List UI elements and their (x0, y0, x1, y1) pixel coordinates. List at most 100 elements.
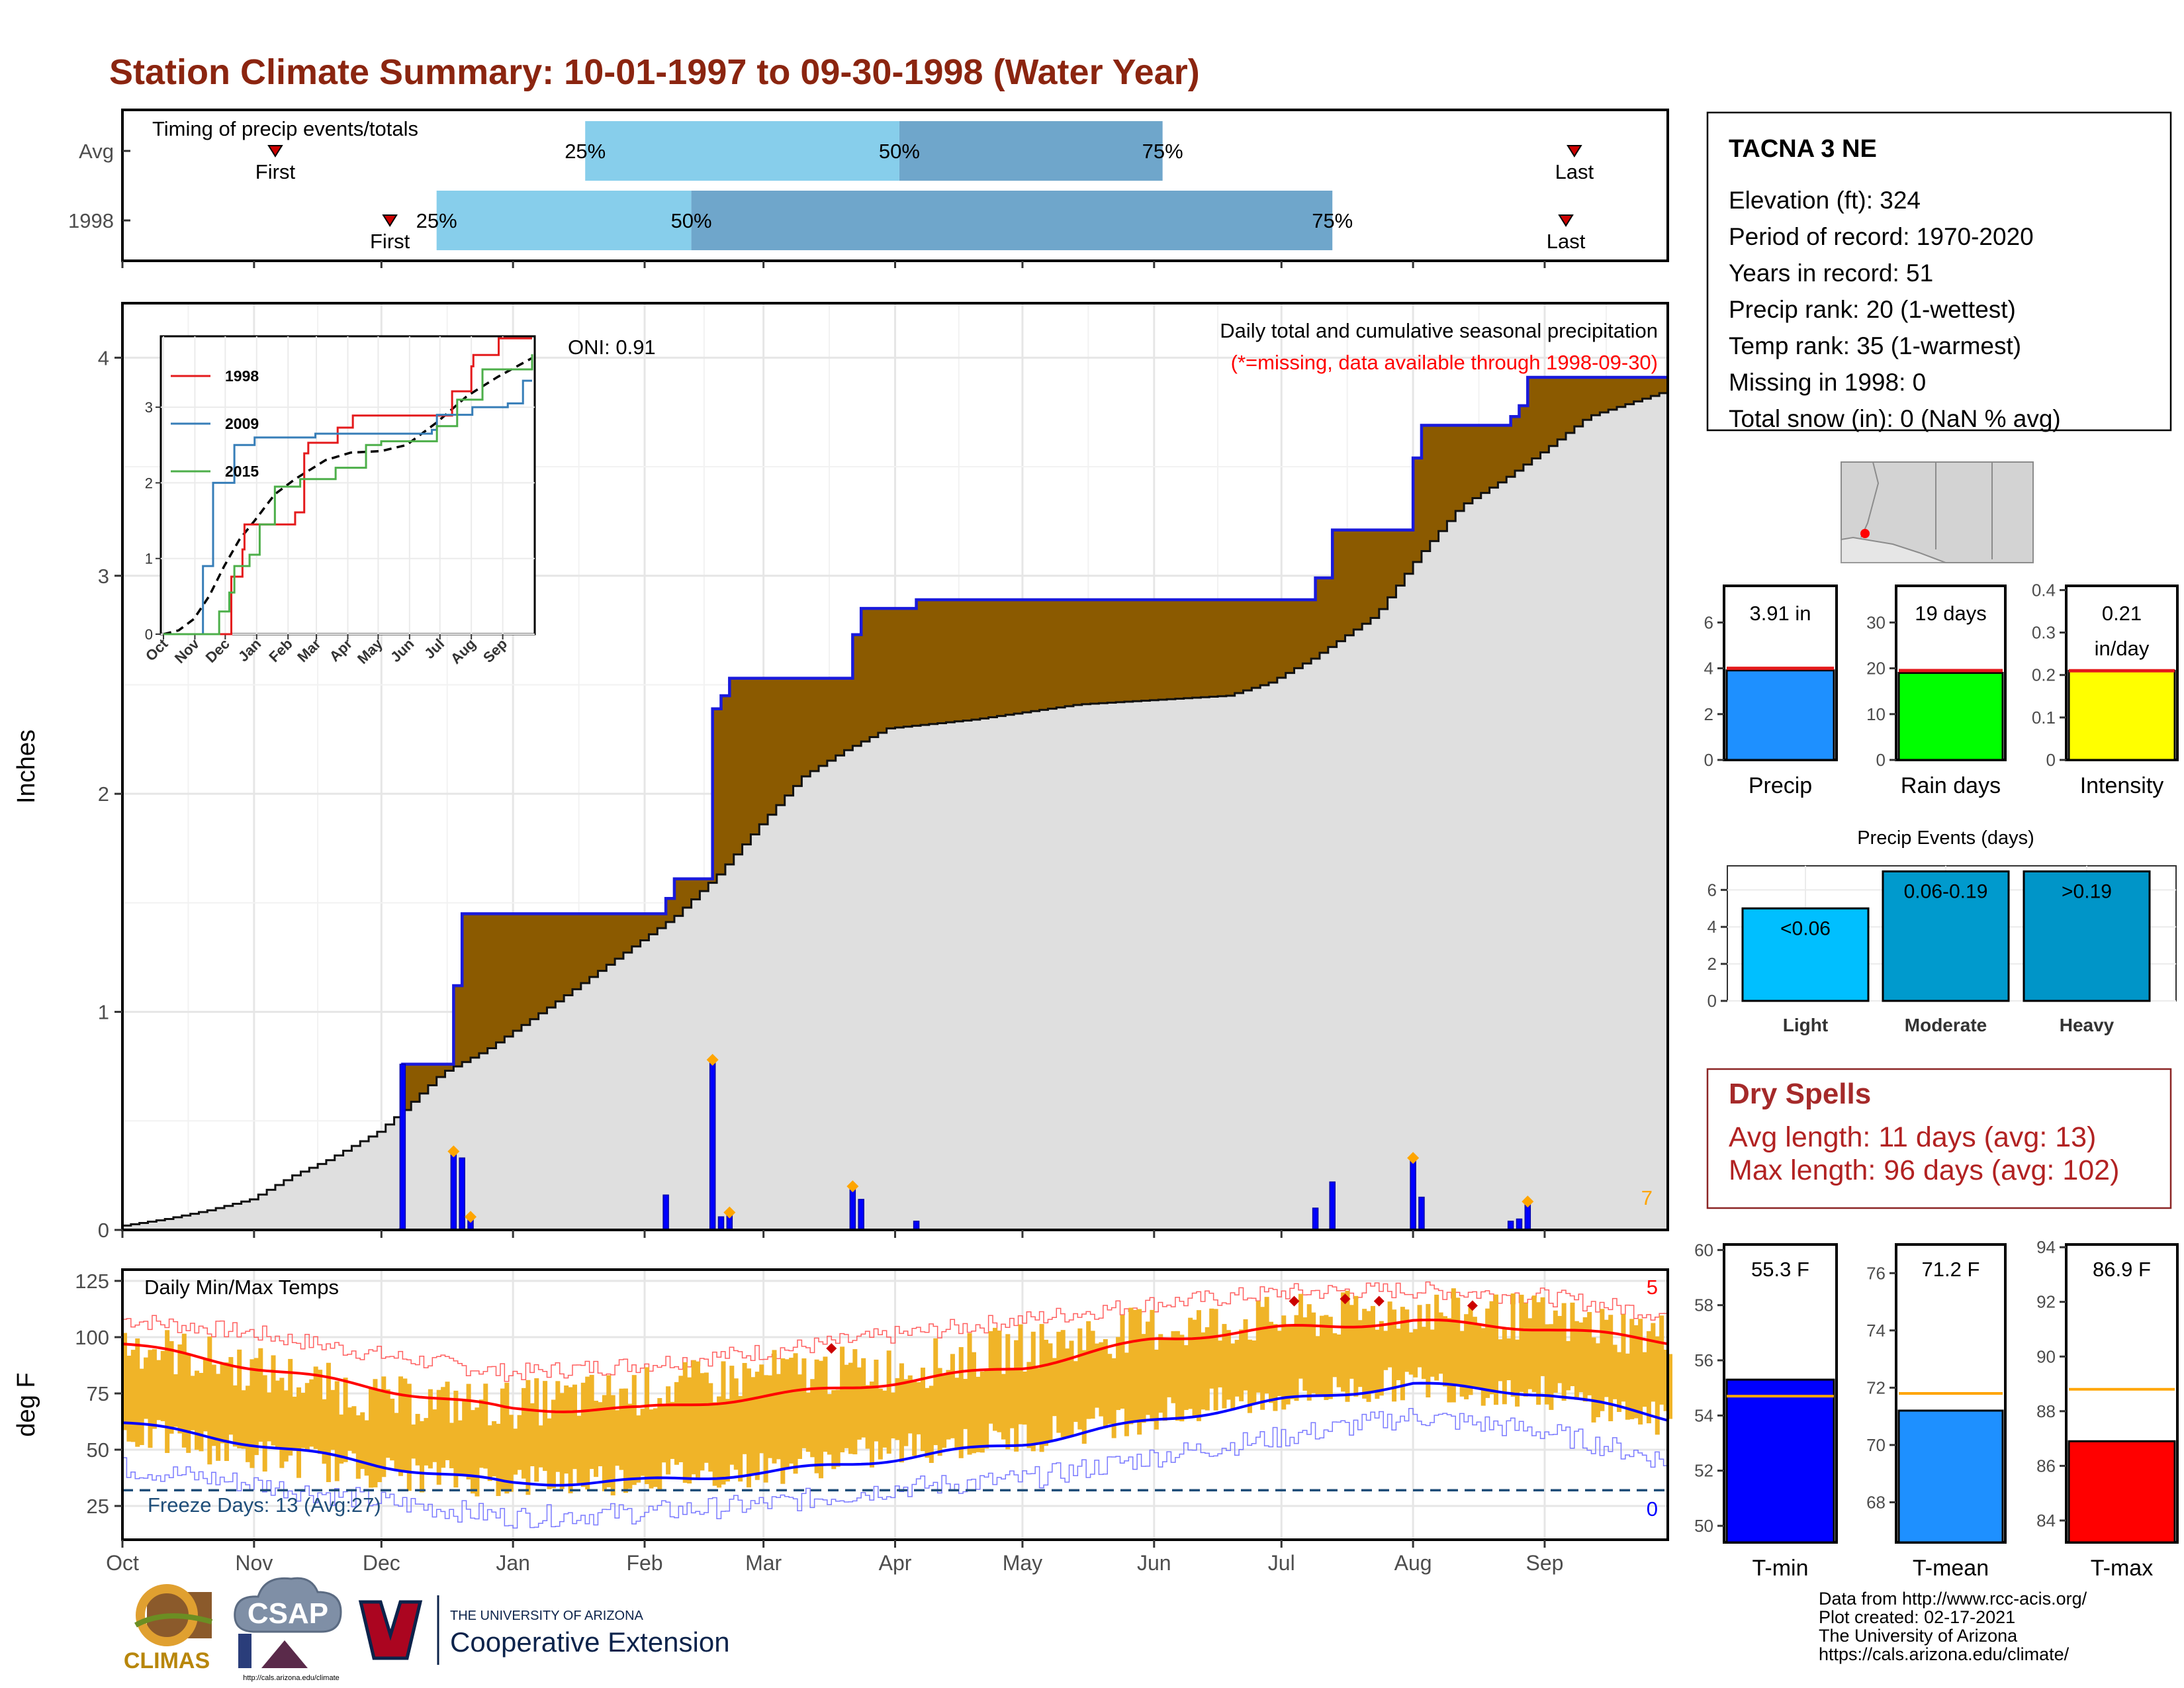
events-y-tick-label: 6 (1707, 880, 1717, 900)
daily-temp-bar (645, 1367, 650, 1485)
daily-temp-bar (1582, 1317, 1588, 1402)
inset-y-tick-label: 0 (145, 626, 153, 643)
daily-temp-bar (1183, 1345, 1189, 1411)
daily-temp-bar (1375, 1329, 1380, 1399)
climas-logo: CLIMAS (124, 1584, 213, 1673)
daily-temp-bar (1162, 1339, 1167, 1421)
precip-axes: 0 1 2 3 4 Oct Nov Dec Jan Feb Mar Apr May Jun Jul Aug Se… (98, 346, 1564, 1575)
temp-stat-label: T-min (1752, 1556, 1809, 1581)
daily-temp-bar (1311, 1312, 1316, 1393)
daily-temp-bar (496, 1423, 501, 1496)
daily-temp-bar (891, 1392, 896, 1438)
daily-temp-bar (1430, 1329, 1435, 1377)
daily-temp-bar (195, 1370, 200, 1450)
daily-temp-bar (754, 1372, 760, 1480)
csap-logo-cloud (234, 1577, 342, 1633)
daily-temp-bar (1502, 1328, 1507, 1405)
daily-temp-bar (954, 1378, 960, 1450)
arizona-a-icon (358, 1600, 423, 1660)
daily-temp-bar (840, 1346, 845, 1452)
record-low-count: 0 (1647, 1497, 1658, 1521)
daily-temp-bar (199, 1373, 204, 1452)
daily-temp-bar (1443, 1316, 1448, 1387)
daily-temp-bar (1094, 1343, 1100, 1408)
timing-last-marker (1558, 214, 1574, 227)
daily-temp-bar (504, 1382, 510, 1494)
daily-temp-bar (1060, 1330, 1066, 1438)
daily-temp-bar (1192, 1319, 1197, 1418)
daily-temp-bar (355, 1415, 361, 1479)
daily-temp-bar (1621, 1314, 1626, 1402)
station-elevation: Elevation (ft): 324 (1729, 187, 1921, 214)
daily-temp-bar (232, 1385, 238, 1447)
daily-temp-bar (606, 1375, 612, 1487)
daily-temp-bar (525, 1380, 531, 1495)
daily-temp-bar (759, 1364, 764, 1454)
daily-temp-bar (398, 1376, 403, 1476)
daily-temp-bar (920, 1368, 926, 1452)
daily-temp-bar (1404, 1309, 1410, 1372)
temp-stat-y-tick-label: 58 (1694, 1295, 1713, 1315)
timing-first-marker (382, 214, 398, 227)
month-axis-label: Nov (235, 1551, 273, 1575)
daily-temp-bar (1247, 1339, 1252, 1413)
daily-temp-bar (1353, 1295, 1359, 1397)
precip-stat-label: Intensity (2080, 773, 2164, 798)
timing-bar-25-50 (585, 121, 899, 181)
precip-normal-line (122, 390, 1669, 1227)
daily-temp-bar (1646, 1331, 1651, 1424)
footer: CLIMAS CSAP http://cals.arizona.edu/clim… (124, 1577, 2087, 1682)
daily-temp-bar (543, 1381, 548, 1472)
daily-temp-bar (394, 1413, 399, 1470)
precip-stat-y-tick-label: 10 (1866, 704, 1886, 724)
temp-y-tick-label: 125 (75, 1270, 109, 1293)
daily-temp-bar (661, 1403, 666, 1463)
daily-temp-bar (1302, 1317, 1308, 1391)
daily-temp-bar (1464, 1314, 1469, 1399)
precip-stat-y-tick-label: 6 (1704, 612, 1713, 632)
daily-temp-bar (1294, 1315, 1299, 1401)
daily-temp-bar (1540, 1297, 1545, 1376)
daily-temp-bar (160, 1350, 165, 1421)
daily-temp-bar (292, 1396, 297, 1451)
daily-temp-bar (784, 1359, 790, 1470)
daily-temp-bar (432, 1409, 437, 1462)
temp-stat-y-tick-label: 52 (1694, 1461, 1713, 1481)
daily-temp-bar (330, 1389, 336, 1450)
daily-temp-bar (1472, 1317, 1477, 1387)
event-bar-light (1741, 907, 1870, 1002)
record-high-marker (1340, 1293, 1351, 1305)
precip-y-tick-label: 3 (98, 565, 109, 588)
daily-temp-bar (1056, 1331, 1062, 1433)
map-region (1841, 461, 2034, 563)
daily-temp-bar (1150, 1309, 1155, 1422)
daily-temp-bar (1073, 1361, 1078, 1422)
daily-temp-bar (144, 1357, 149, 1419)
station-total-snow: Total snow (in): 0 (NaN % avg) (1729, 405, 2061, 432)
csap-logo-url: http://cals.arizona.edu/climate (243, 1674, 340, 1682)
daily-temp-bar (288, 1358, 293, 1456)
precip-event-marker (447, 1145, 460, 1158)
precip-stat-y-tick-label: 0.4 (2032, 580, 2056, 600)
daily-temp-bar (1188, 1317, 1193, 1409)
daily-temp-bar (589, 1375, 594, 1470)
daily-temp-bar (1158, 1334, 1163, 1413)
temp-stat-y-tick-label: 70 (1866, 1435, 1886, 1455)
daily-temp-bar (602, 1395, 607, 1491)
daily-temp-bar (594, 1401, 599, 1477)
precip-events-title: Precip Events (days) (1857, 827, 2034, 849)
temp-stat-label: T-mean (1913, 1556, 1989, 1581)
daily-temp-bar (979, 1371, 985, 1453)
daily-temp-bar (377, 1391, 382, 1483)
daily-temp-bar (958, 1347, 964, 1458)
station-precip-rank: Precip rank: 20 (1-wettest) (1729, 296, 2016, 323)
daily-temp-bar (1633, 1325, 1639, 1419)
daily-temp-bar (1549, 1324, 1554, 1410)
daily-temp-bar (623, 1388, 628, 1493)
daily-temp-bar (903, 1379, 909, 1446)
precip-event-marker (1407, 1152, 1420, 1164)
daily-temp-bar (351, 1406, 357, 1454)
daily-temp-bar (1544, 1324, 1549, 1405)
daily-temp-bar (776, 1374, 781, 1460)
